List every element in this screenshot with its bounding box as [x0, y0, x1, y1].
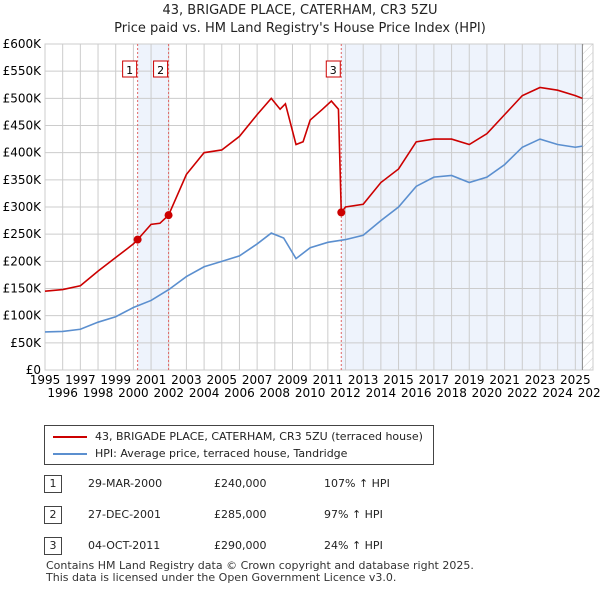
x-tick-label: 2022: [507, 386, 538, 400]
transaction-num: 2: [44, 506, 62, 524]
x-tick-label: 2014: [366, 386, 397, 400]
footer-line: This data is licensed under the Open Gov…: [46, 571, 397, 584]
sale-marker-label: 2: [157, 64, 164, 77]
y-tick-label: £0: [26, 363, 41, 377]
x-tick-label: 2001: [136, 373, 167, 387]
sale-marker-box: [325, 60, 341, 78]
transaction-hpi: 107% ↑ HPI: [324, 477, 390, 490]
chart-subtitle: Price paid vs. HM Land Registry's House …: [114, 21, 486, 36]
legend-label: 43, BRIGADE PLACE, CATERHAM, CR3 5ZU (te…: [95, 430, 423, 443]
price-chart: 1995199619971998199920002001200220032004…: [3, 37, 600, 400]
x-tick-label: 2009: [277, 373, 308, 387]
legend-swatch-red: [53, 435, 87, 438]
y-tick-label: £150K: [3, 282, 43, 296]
x-tick-label: 2021: [489, 373, 520, 387]
x-tick-label: 2023: [525, 373, 556, 387]
x-tick-label: 2005: [207, 373, 238, 387]
sale-point: [337, 208, 346, 217]
x-tick-label: 2010: [295, 386, 326, 400]
x-tick-label: 1997: [65, 373, 96, 387]
series-line: [44, 86, 583, 293]
y-tick-label: £350K: [3, 173, 43, 187]
sale-point: [133, 235, 142, 244]
transaction-date: 27-DEC-2001: [88, 508, 162, 521]
x-tick-label: 1995: [30, 373, 61, 387]
x-tick-label: 1999: [100, 373, 131, 387]
legend: 43, BRIGADE PLACE, CATERHAM, CR3 5ZU (te…: [44, 425, 434, 465]
sale-marker-box: [153, 60, 169, 78]
transaction-price: £290,000: [214, 539, 267, 552]
sale-marker-label: 3: [330, 64, 337, 77]
chart-title: 43, BRIGADE PLACE, CATERHAM, CR3 5ZU: [162, 3, 438, 18]
x-tick-label: 2007: [242, 373, 273, 387]
footer: Contains HM Land Registry data © Crown c…: [46, 560, 474, 584]
x-tick-label: 2017: [419, 373, 450, 387]
footer-line: Contains HM Land Registry data © Crown c…: [46, 559, 474, 572]
x-tick-label: 2015: [383, 373, 414, 387]
x-tick-label: 2024: [542, 386, 573, 400]
x-tick-label: 2016: [401, 386, 432, 400]
transaction-hpi: 24% ↑ HPI: [324, 539, 383, 552]
legend-item-hpi: HPI: Average price, terraced house, Tand…: [53, 447, 347, 460]
x-tick-label: 2011: [313, 373, 344, 387]
x-tick-label: 2006: [224, 386, 255, 400]
x-tick-label: 2003: [171, 373, 202, 387]
y-tick-label: £250K: [3, 227, 43, 241]
x-tick-label: 1998: [83, 386, 114, 400]
x-tick-label: 2002: [153, 386, 184, 400]
x-tick-label: 2004: [189, 386, 220, 400]
sale-marker-box: [122, 60, 138, 78]
sale-point: [164, 211, 173, 220]
y-tick-label: £200K: [3, 254, 43, 268]
transaction-price: £240,000: [214, 477, 267, 490]
sale-marker-label: 1: [126, 64, 133, 77]
transaction-price: £285,000: [214, 508, 267, 521]
x-tick-label: 2013: [348, 373, 379, 387]
y-tick-label: £100K: [3, 309, 43, 323]
y-tick-label: £500K: [3, 91, 43, 105]
x-tick-label: 2012: [330, 386, 361, 400]
plot-frame: [44, 43, 594, 371]
y-tick-label: £450K: [3, 119, 43, 133]
x-tick-label: 2008: [260, 386, 291, 400]
x-tick-label: 2019: [454, 373, 485, 387]
y-tick-label: £600K: [3, 37, 43, 51]
series-line: [44, 138, 583, 333]
y-tick-label: £400K: [3, 146, 43, 160]
legend-item-price: 43, BRIGADE PLACE, CATERHAM, CR3 5ZU (te…: [53, 430, 423, 443]
x-tick-label: 2026: [578, 386, 600, 400]
y-tick-label: £50K: [10, 336, 42, 350]
x-tick-label: 2000: [118, 386, 149, 400]
transaction-num: 1: [44, 475, 62, 493]
x-tick-label: 2020: [472, 386, 503, 400]
transaction-num: 3: [44, 537, 62, 555]
y-tick-label: £550K: [3, 64, 43, 78]
transaction-date: 04-OCT-2011: [88, 539, 161, 552]
x-tick-label: 1996: [47, 386, 78, 400]
transaction-hpi: 97% ↑ HPI: [324, 508, 383, 521]
transaction-row: 1 29-MAR-2000 £240,000 107% ↑ HPI: [44, 475, 484, 493]
legend-label: HPI: Average price, terraced house, Tand…: [95, 447, 348, 460]
transaction-date: 29-MAR-2000: [88, 477, 163, 490]
x-tick-label: 2025: [560, 373, 591, 387]
y-tick-label: £300K: [3, 200, 43, 214]
legend-swatch-blue: [53, 452, 87, 455]
transaction-row: 2 27-DEC-2001 £285,000 97% ↑ HPI: [44, 506, 484, 524]
x-tick-label: 2018: [436, 386, 467, 400]
transaction-row: 3 04-OCT-2011 £290,000 24% ↑ HPI: [44, 537, 484, 555]
